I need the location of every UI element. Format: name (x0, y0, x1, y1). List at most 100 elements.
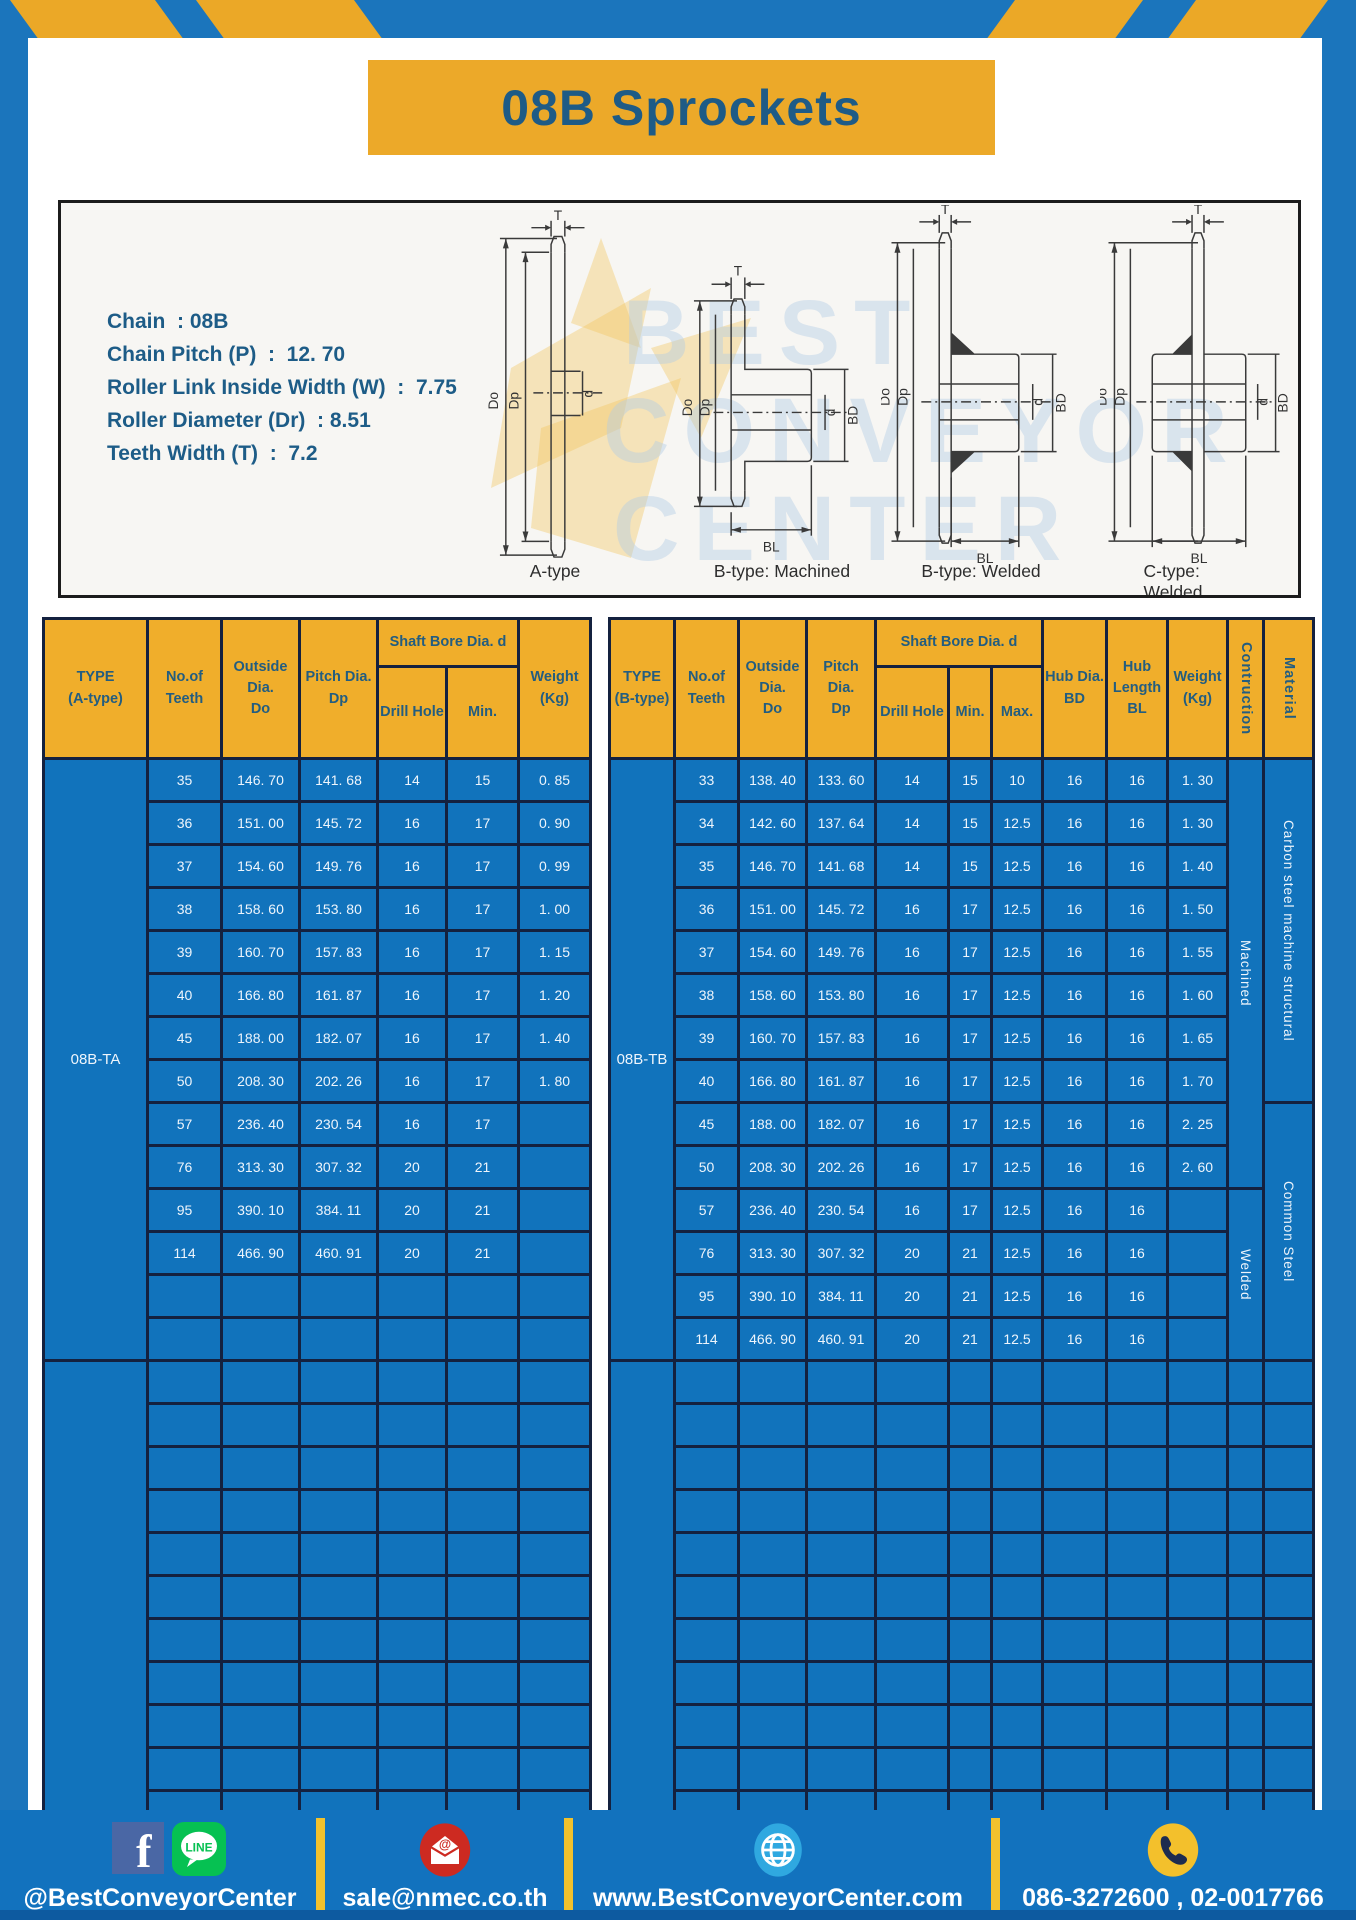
table-cell (989, 1488, 1045, 1534)
table-cell: 1. 70 (1166, 1058, 1230, 1104)
title-box: 08B Sprockets (368, 60, 995, 155)
table-cell: 208. 30 (737, 1144, 808, 1190)
table-cell: 16 (1105, 1058, 1170, 1104)
table-cell: 1. 60 (1166, 972, 1230, 1018)
table-cell (1226, 1660, 1266, 1706)
table-cell (298, 1316, 379, 1362)
table-cell: 12.5 (989, 929, 1045, 975)
table-cell (874, 1531, 950, 1577)
table-cell: 158. 60 (737, 972, 808, 1018)
table-cell: 40 (146, 972, 223, 1018)
table-cell (805, 1402, 877, 1448)
table-cell: 16 (376, 800, 448, 846)
table-cell: 12.5 (989, 1187, 1045, 1233)
line-icon: LINE (172, 1822, 226, 1876)
table-cell (376, 1617, 448, 1663)
table-cell (517, 1101, 593, 1147)
construction-cell: Welded (1226, 1187, 1266, 1362)
table-cell (517, 1531, 593, 1577)
table-cell: 146. 70 (737, 843, 808, 889)
table-cell: 202. 26 (298, 1058, 379, 1104)
table-cell: 16 (1041, 1101, 1109, 1147)
svg-text:Do: Do (682, 398, 695, 416)
table-cell: 1. 50 (1166, 886, 1230, 932)
table-cell: 20 (874, 1230, 950, 1276)
table-cell: 12.5 (989, 1230, 1045, 1276)
table-cell: 114 (146, 1230, 223, 1276)
table-cell (1166, 1359, 1230, 1405)
table-cell: 16 (376, 1058, 448, 1104)
svg-text:@: @ (439, 1838, 451, 1852)
table-cell (1041, 1660, 1109, 1706)
col-max-header: Max. (989, 665, 1045, 760)
svg-text:d: d (823, 409, 838, 417)
table-cell (376, 1359, 448, 1405)
stripe-decoration (10, 0, 183, 38)
table-cell: 12.5 (989, 972, 1045, 1018)
sprocket-diagram-b-machined: T Do Dp d BD BL (680, 207, 882, 572)
col-drill-hole-header: Drill Hole (874, 665, 950, 760)
table-cell: 16 (1105, 1187, 1170, 1233)
table-cell: 21 (444, 1230, 521, 1276)
table-cell: 76 (673, 1230, 740, 1276)
col-hub-length-header: Hub Length BL (1105, 617, 1170, 760)
table-cell: 313. 30 (220, 1144, 301, 1190)
table-cell (376, 1660, 448, 1706)
table-cell (1105, 1617, 1170, 1663)
table-cell: 208. 30 (220, 1058, 301, 1104)
table-cell (1226, 1617, 1266, 1663)
table-cell (874, 1746, 950, 1792)
table-cell (1105, 1746, 1170, 1792)
table-cell (220, 1703, 301, 1749)
table-cell (947, 1703, 993, 1749)
svg-text:T: T (734, 263, 743, 278)
table-cell (517, 1316, 593, 1362)
table-cell (146, 1273, 223, 1319)
table-cell: 1. 20 (517, 972, 593, 1018)
table-cell: 16 (1041, 1187, 1109, 1233)
svg-text:Do: Do (881, 388, 893, 406)
table-cell: 0. 99 (517, 843, 593, 889)
table-cell: 17 (947, 972, 993, 1018)
table-cell (673, 1445, 740, 1491)
table-cell: 16 (874, 886, 950, 932)
table-cell: 141. 68 (805, 843, 877, 889)
table-cell: 17 (444, 800, 521, 846)
table-cell (220, 1531, 301, 1577)
table-cell: 16 (1105, 1273, 1170, 1319)
table-cell (146, 1617, 223, 1663)
table-cell (146, 1316, 223, 1362)
globe-icon (754, 1823, 802, 1877)
table-cell: 16 (1105, 1101, 1170, 1147)
table-cell: 466. 90 (220, 1230, 301, 1276)
svg-text:BD: BD (1053, 393, 1069, 412)
svg-text:BD: BD (845, 406, 860, 425)
table-cell: 16 (1105, 757, 1170, 803)
table-cell (220, 1402, 301, 1448)
table-cell: 0. 85 (517, 757, 593, 803)
table-cell (444, 1746, 521, 1792)
table-cell (1262, 1660, 1316, 1706)
watermark-text: CENTER (613, 478, 1076, 580)
table-cell: 21 (947, 1230, 993, 1276)
table-cell: 133. 60 (805, 757, 877, 803)
table-cell (805, 1703, 877, 1749)
table-cell: 38 (146, 886, 223, 932)
table-cell: 12.5 (989, 1058, 1045, 1104)
svg-text:BL: BL (976, 550, 993, 566)
table-cell (298, 1617, 379, 1663)
table-cell (444, 1316, 521, 1362)
stripe-decoration (1168, 0, 1328, 38)
table-cell (444, 1402, 521, 1448)
col-outside-dia-header: Outside Dia. Do (737, 617, 808, 760)
table-cell (947, 1660, 993, 1706)
table-cell (673, 1574, 740, 1620)
table-cell: 16 (1041, 1316, 1109, 1362)
footer-divider (991, 1818, 1000, 1910)
table-cell: 153. 80 (298, 886, 379, 932)
table-cell (220, 1746, 301, 1792)
table-cell (805, 1359, 877, 1405)
table-cell (376, 1316, 448, 1362)
table-cell: 1. 30 (1166, 800, 1230, 846)
table-cell: 21 (444, 1187, 521, 1233)
